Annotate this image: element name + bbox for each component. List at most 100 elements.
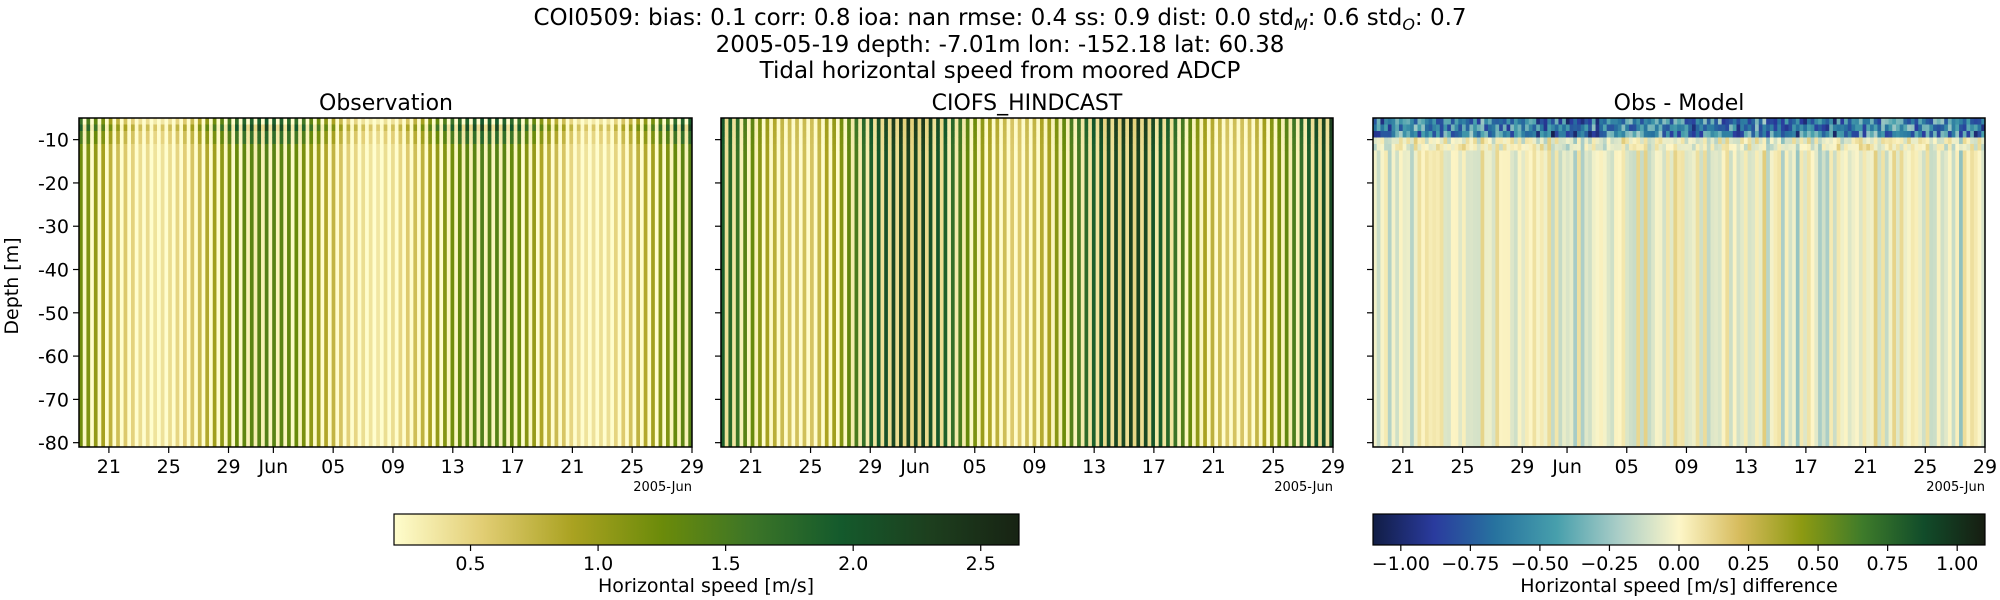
heatmap-cell bbox=[939, 130, 944, 138]
heatmap-cell bbox=[1962, 150, 1967, 448]
heatmap-cell bbox=[335, 118, 340, 125]
heatmap-cell bbox=[1247, 150, 1252, 448]
heatmap-cell bbox=[79, 130, 84, 138]
heatmap-cell bbox=[1636, 150, 1641, 448]
heatmap-cell bbox=[1907, 143, 1912, 151]
heatmap-cell bbox=[1077, 130, 1082, 138]
heatmap-cell bbox=[190, 143, 195, 151]
heatmap-cell bbox=[1462, 130, 1467, 138]
heatmap-cell bbox=[116, 130, 121, 138]
colorbar-tick-label: 1.5 bbox=[711, 553, 741, 575]
heatmap-cell bbox=[558, 137, 563, 145]
heatmap-cell bbox=[108, 118, 113, 125]
heatmap-cell bbox=[1703, 143, 1708, 151]
heatmap-cell bbox=[1121, 137, 1126, 145]
heatmap-cell bbox=[331, 137, 336, 145]
heatmap-cell bbox=[1025, 124, 1030, 132]
heatmap-cell bbox=[1962, 143, 1967, 151]
heatmap-cell bbox=[1132, 137, 1137, 145]
heatmap-cell bbox=[223, 124, 229, 132]
heatmap-cell bbox=[621, 143, 626, 151]
heatmap-cell bbox=[1480, 130, 1485, 138]
heatmap-cell bbox=[625, 137, 630, 145]
heatmap-cell bbox=[1729, 118, 1734, 125]
heatmap-cell bbox=[1788, 118, 1793, 125]
heatmap-cell bbox=[591, 130, 596, 138]
heatmap-cell bbox=[750, 130, 755, 138]
heatmap-cell bbox=[1855, 143, 1860, 151]
heatmap-cell bbox=[1269, 137, 1275, 145]
heatmap-cell bbox=[231, 130, 236, 138]
heatmap-cell bbox=[186, 118, 191, 125]
header-line-3: Tidal horizontal speed from moored ADCP bbox=[759, 58, 1241, 84]
heatmap-cell bbox=[1947, 137, 1953, 145]
heatmap-cell bbox=[806, 137, 811, 145]
heatmap-cell bbox=[1832, 118, 1838, 125]
heatmap-cell bbox=[469, 143, 474, 151]
heatmap-cell bbox=[1710, 130, 1715, 138]
heatmap-cell bbox=[1014, 130, 1019, 138]
heatmap-cell bbox=[1395, 118, 1400, 125]
heatmap-cell bbox=[939, 124, 944, 132]
heatmap-cell bbox=[1588, 143, 1593, 151]
heatmap-cell bbox=[876, 130, 881, 138]
heatmap-cell bbox=[835, 150, 841, 448]
heatmap-cell bbox=[887, 137, 893, 145]
heatmap-cell bbox=[895, 118, 900, 125]
heatmap-cell bbox=[1947, 118, 1953, 125]
heatmap-cell bbox=[394, 124, 399, 132]
heatmap-cell bbox=[973, 150, 978, 448]
heatmap-cell bbox=[287, 130, 292, 138]
heatmap-cell bbox=[1569, 130, 1574, 138]
heatmap-cell bbox=[249, 150, 255, 448]
heatmap-cell bbox=[728, 150, 733, 448]
heatmap-cell bbox=[446, 137, 451, 145]
heatmap-cell bbox=[1303, 124, 1308, 132]
heatmap-cell bbox=[227, 118, 232, 125]
heatmap-cell bbox=[439, 118, 444, 125]
heatmap-cell bbox=[1673, 137, 1678, 145]
heatmap-cell bbox=[402, 143, 407, 151]
x-tick-label: 29 bbox=[680, 456, 704, 478]
heatmap-cell bbox=[1977, 118, 1982, 125]
heatmap-cell bbox=[1688, 118, 1693, 125]
heatmap-cell bbox=[1314, 130, 1319, 138]
heatmap-cell bbox=[954, 118, 959, 125]
heatmap-cell bbox=[1398, 143, 1404, 151]
heatmap-cell bbox=[1299, 130, 1304, 138]
heatmap-cell bbox=[93, 130, 98, 138]
heatmap-cell bbox=[728, 124, 733, 132]
heatmap-cell bbox=[1758, 137, 1763, 145]
heatmap-cell bbox=[1877, 143, 1882, 151]
heatmap-cell bbox=[205, 143, 210, 151]
heatmap-cell bbox=[858, 137, 863, 145]
heatmap-cell bbox=[1432, 124, 1437, 132]
heatmap-cell bbox=[673, 143, 678, 151]
heatmap-cell bbox=[1110, 124, 1115, 132]
heatmap-cell bbox=[843, 124, 848, 132]
heatmap-cell bbox=[1010, 137, 1015, 145]
heatmap-cell bbox=[1970, 124, 1975, 132]
heatmap-cell bbox=[954, 130, 959, 138]
heatmap-cell bbox=[599, 137, 604, 145]
heatmap-cell bbox=[149, 118, 154, 125]
heatmap-cell bbox=[1229, 137, 1234, 145]
heatmap-cell bbox=[602, 118, 607, 125]
heatmap-cell bbox=[602, 150, 607, 448]
colorbar-tick-label: 1.00 bbox=[1936, 553, 1978, 575]
heatmap-cell bbox=[417, 124, 422, 132]
heatmap-cell bbox=[1281, 130, 1286, 138]
heatmap-cell bbox=[1177, 118, 1182, 125]
heatmap-cell bbox=[1918, 124, 1923, 132]
heatmap-cell bbox=[1195, 130, 1200, 138]
heatmap-cell bbox=[628, 124, 633, 132]
heatmap-cell bbox=[1951, 118, 1956, 125]
heatmap-cell bbox=[1103, 143, 1108, 151]
heatmap-cell bbox=[539, 124, 544, 132]
heatmap-cell bbox=[558, 150, 563, 448]
heatmap-cell bbox=[1258, 124, 1263, 132]
heatmap-cell bbox=[1039, 143, 1045, 151]
heatmap-cell bbox=[1803, 150, 1808, 448]
heatmap-cell bbox=[743, 118, 748, 125]
heatmap-cell bbox=[212, 137, 217, 145]
